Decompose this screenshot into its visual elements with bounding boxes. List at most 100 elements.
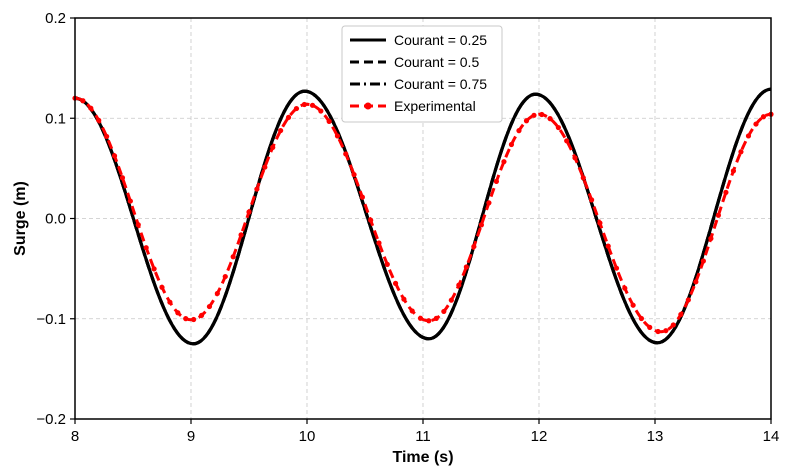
experimental-marker [111, 153, 118, 159]
experimental-marker [206, 303, 213, 310]
experimental-marker [760, 114, 767, 120]
experimental-marker [326, 118, 332, 124]
y-tick-label: 0.2 [45, 10, 66, 27]
x-tick-label: 12 [531, 428, 548, 445]
legend-label: Courant = 0.5 [394, 54, 479, 70]
experimental-marker [700, 258, 706, 264]
legend-label: Courant = 0.75 [394, 76, 487, 92]
experimental-marker [531, 112, 537, 118]
experimental-marker [368, 217, 374, 223]
y-tick-label: −0.1 [36, 311, 66, 328]
experimental-marker [613, 265, 620, 271]
ticks: 8 9 10 11 12 13 14 −0.2 −0.1 0.0 0.1 0.2 [36, 10, 779, 445]
experimental-marker [183, 316, 189, 322]
experimental-marker [589, 197, 595, 203]
series-layer [72, 87, 774, 346]
experimental-marker [622, 285, 628, 291]
experimental-marker [135, 222, 141, 228]
experimental-marker [214, 290, 220, 297]
experimental-marker [309, 102, 316, 108]
experimental-marker [670, 322, 676, 328]
experimental-marker [376, 240, 382, 246]
experimental-marker [80, 98, 86, 104]
experimental-marker [708, 235, 714, 242]
y-tick-label: 0.1 [45, 110, 66, 127]
experimental-marker [119, 175, 126, 181]
legend-label: Courant = 0.25 [394, 32, 487, 48]
y-axis-title: Surge (m) [12, 181, 29, 256]
experimental-marker [745, 133, 752, 139]
experimental-marker [471, 243, 477, 250]
experimental-marker [678, 311, 684, 318]
experimental-marker [693, 279, 699, 285]
experimental-marker [730, 168, 737, 174]
series-line-experimental [74, 96, 772, 334]
experimental-marker [392, 280, 399, 286]
experimental-marker [191, 316, 197, 323]
experimental-marker [262, 164, 268, 170]
experimental-marker [88, 105, 94, 111]
experimental-marker [564, 138, 570, 144]
experimental-marker [151, 266, 157, 272]
experimental-marker [175, 310, 181, 316]
experimental-marker [493, 178, 500, 185]
experimental-marker [318, 108, 324, 114]
experimental-marker [605, 243, 611, 249]
experimental-marker [198, 312, 205, 318]
experimental-marker [630, 302, 636, 308]
experimental-marker [655, 328, 661, 335]
experimental-marker [723, 189, 729, 195]
experimental-marker [222, 273, 228, 280]
x-tick-label: 8 [71, 428, 79, 445]
x-tick-label: 9 [187, 428, 195, 445]
experimental-marker [663, 328, 669, 334]
experimental-marker [580, 175, 586, 181]
experimental-marker [384, 261, 390, 267]
experimental-marker [753, 121, 759, 127]
x-tick-label: 10 [299, 428, 316, 445]
x-tick-label: 14 [763, 428, 780, 445]
experimental-marker [555, 124, 561, 131]
experimental-marker [516, 128, 522, 134]
x-tick-label: 13 [647, 428, 664, 445]
experimental-marker [143, 245, 149, 251]
legend-label: Experimental [394, 98, 476, 114]
experimental-marker [417, 315, 424, 321]
experimental-marker [334, 133, 341, 139]
experimental-marker [343, 151, 349, 157]
experimental-marker [486, 200, 492, 206]
legend-box [341, 25, 503, 123]
experimental-marker [127, 198, 133, 204]
experimental-marker [238, 232, 244, 238]
experimental-marker [301, 101, 307, 108]
experimental-marker [523, 118, 530, 124]
legend: Courant = 0.25 Courant = 0.5 Courant = 0.7… [341, 25, 503, 123]
experimental-marker [96, 117, 102, 123]
experimental-marker [647, 324, 653, 330]
experimental-marker [401, 296, 407, 302]
y-tick-label: 0.0 [45, 211, 66, 228]
experimental-marker [738, 149, 744, 155]
series-line-courant-0-75 [74, 87, 772, 346]
experimental-marker [104, 133, 110, 140]
experimental-marker [478, 222, 484, 228]
experimental-marker [448, 297, 454, 303]
experimental-marker [351, 172, 357, 178]
x-tick-label: 11 [415, 428, 431, 445]
experimental-marker [426, 318, 432, 324]
experimental-marker [293, 105, 300, 112]
experimental-marker [409, 308, 415, 314]
experimental-marker [159, 284, 165, 290]
experimental-marker [508, 141, 515, 148]
experimental-marker [441, 308, 447, 315]
experimental-marker [254, 186, 260, 192]
experimental-marker [246, 209, 252, 215]
experimental-marker [433, 315, 439, 321]
experimental-marker [715, 212, 722, 218]
experimental-marker [572, 155, 578, 161]
legend-marker [364, 102, 372, 110]
experimental-marker [638, 315, 645, 322]
experimental-marker [285, 114, 292, 120]
experimental-marker [230, 254, 236, 260]
